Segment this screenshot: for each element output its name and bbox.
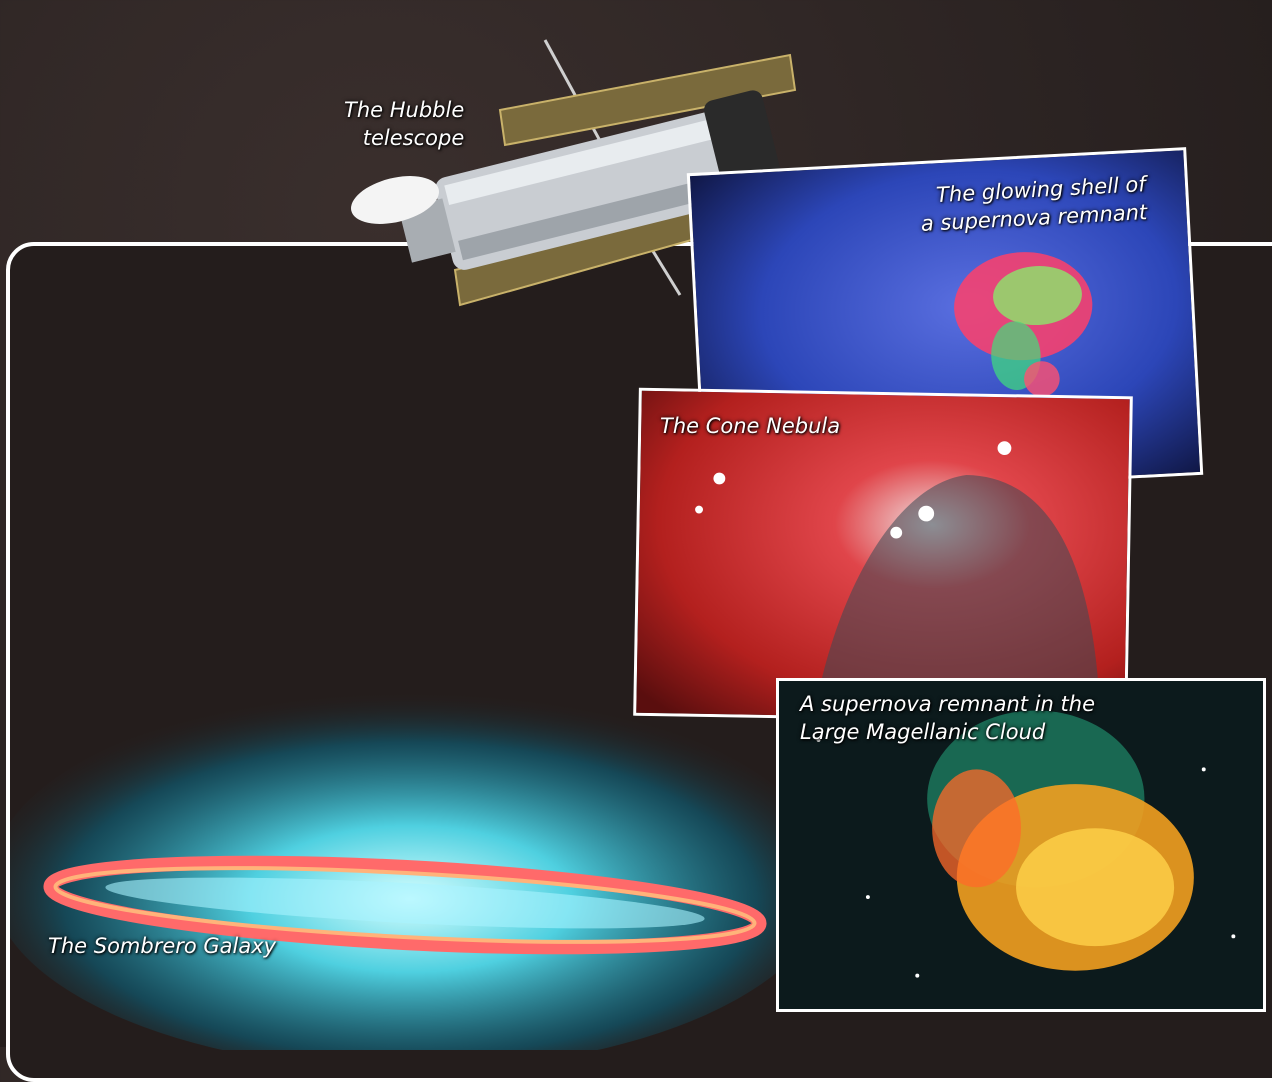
sombrero-galaxy-label: The Sombrero Galaxy — [48, 934, 277, 958]
cone-nebula-photo — [633, 387, 1133, 725]
hubble-telescope-image — [351, 39, 797, 307]
sombrero-galaxy-image — [10, 690, 810, 1050]
hubble-telescope-label: The Hubble telescope — [344, 98, 465, 150]
lmc-supernova-remnant-photo — [776, 678, 1266, 1012]
supernova-shell-label: The glowing shell of a supernova remnant — [920, 172, 1148, 236]
cone-nebula-label: The Cone Nebula — [660, 414, 841, 438]
lmc-supernova-remnant-label: A supernova remnant in the Large Magella… — [800, 692, 1095, 744]
